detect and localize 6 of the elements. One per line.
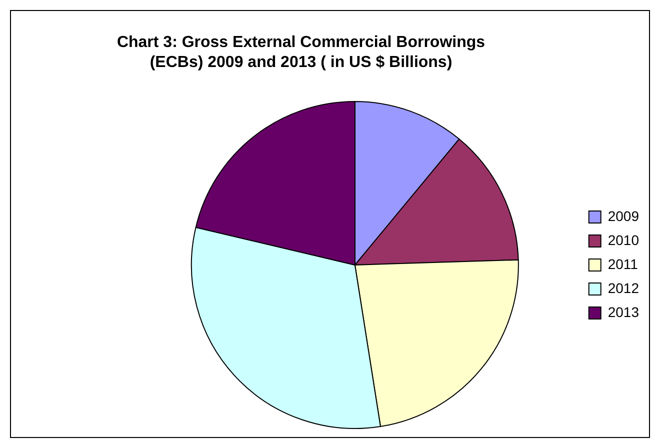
legend-label: 2011 — [608, 256, 638, 272]
chart-title: Chart 3: Gross External Commercial Borrowings (ECBs) 2009 and 2013 ( in US $ Billions) — [116, 33, 486, 73]
legend-label: 2013 — [608, 304, 640, 320]
legend-label: 2009 — [608, 208, 640, 224]
legend-label: 2012 — [608, 280, 640, 296]
legend-label: 2010 — [608, 232, 640, 248]
